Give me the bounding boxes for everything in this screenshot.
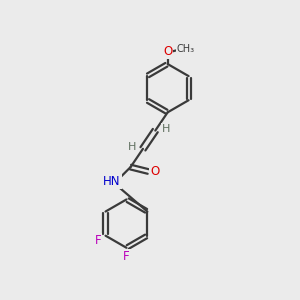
- Text: O: O: [150, 165, 159, 178]
- Text: HN: HN: [103, 175, 121, 188]
- Text: F: F: [94, 234, 101, 247]
- Text: H: H: [162, 124, 171, 134]
- Text: CH₃: CH₃: [177, 44, 195, 54]
- Text: H: H: [128, 142, 136, 152]
- Text: F: F: [123, 250, 130, 263]
- Text: O: O: [163, 45, 172, 58]
